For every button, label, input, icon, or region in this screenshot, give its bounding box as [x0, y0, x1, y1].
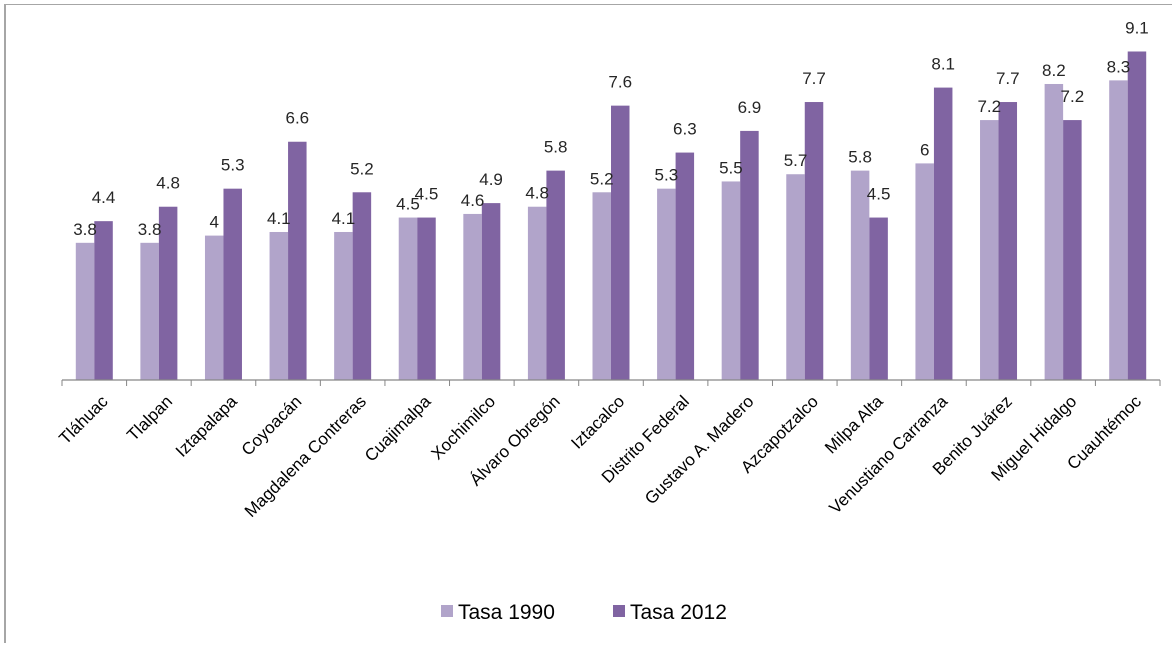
bar-tasa-2012: [417, 217, 436, 380]
category-labels-layer: Tláhuac TlalpanIztapalapaCoyoacánMagdalen…: [55, 391, 1145, 520]
bar-tasa-1990: [527, 206, 547, 380]
data-label-tasa-1990: 4.8: [525, 184, 549, 203]
bar-tasa-1990: [850, 170, 870, 380]
bar-tasa-2012: [933, 87, 953, 380]
legend-label-tasa-1990: Tasa 1990: [458, 601, 555, 624]
data-label-tasa-1990: 4.1: [332, 209, 356, 228]
chart-frame: [4, 4, 1172, 643]
category-label: Milpa Alta: [821, 391, 887, 457]
bar-tasa-1990: [721, 181, 741, 380]
category-label: Tlalpan: [123, 392, 176, 445]
bar-tasa-1990: [204, 235, 224, 380]
data-label-tasa-1990: 5.2: [590, 169, 614, 188]
data-label-tasa-1990: 3.8: [73, 220, 97, 239]
legend-swatch-tasa-2012: [613, 605, 625, 617]
bar-tasa-1990: [657, 188, 676, 380]
data-label-tasa-1990: 5.8: [848, 148, 872, 167]
bar-tasa-2012: [998, 102, 1018, 380]
bar-tasa-2012: [288, 141, 307, 380]
legend: Tasa 1990 Tasa 2012: [441, 601, 727, 624]
data-label-tasa-2012: 6.3: [673, 120, 697, 139]
data-label-tasa-2012: 4.8: [156, 174, 180, 193]
bar-tasa-1990: [75, 242, 95, 380]
bar-tasa-2012: [804, 102, 824, 380]
data-label-tasa-2012: 7.7: [996, 69, 1020, 88]
data-label-tasa-1990: 7.2: [977, 97, 1001, 116]
bar-tasa-1990: [980, 120, 999, 380]
x-axis: [61, 379, 1161, 386]
data-label-tasa-1990: 4.1: [267, 209, 291, 228]
data-label-tasa-1990: 8.2: [1042, 61, 1066, 80]
bar-tasa-1990: [269, 231, 289, 380]
bar-tasa-2012: [675, 152, 695, 380]
bar-tasa-2012: [1063, 120, 1082, 380]
data-label-tasa-1990: 8.3: [1107, 57, 1131, 76]
category-label: Cuajimalpa: [361, 391, 435, 465]
bar-tasa-1990: [915, 163, 934, 380]
category-label: Coyoacán: [238, 392, 306, 460]
bar-tasa-1990: [463, 213, 482, 380]
category-label: Tláhuac: [55, 392, 112, 449]
bar-tasa-1990: [786, 174, 805, 380]
data-label-tasa-1990: 5.5: [719, 158, 743, 177]
data-label-tasa-1990: 3.8: [138, 220, 162, 239]
data-label-tasa-2012: 5.8: [544, 138, 568, 157]
bar-tasa-1990: [1044, 83, 1064, 380]
data-label-tasa-1990: 4: [209, 213, 218, 232]
data-label-tasa-2012: 6.6: [285, 109, 309, 128]
data-label-tasa-1990: 4.5: [396, 195, 420, 214]
data-label-tasa-2012: 4.9: [479, 170, 503, 189]
data-label-tasa-2012: 4.5: [415, 185, 439, 204]
bar-tasa-2012: [611, 105, 630, 380]
data-label-tasa-2012: 4.4: [92, 188, 116, 207]
bar-tasa-2012: [740, 130, 759, 380]
bar-tasa-1990: [334, 231, 353, 380]
bar-tasa-1990: [1109, 80, 1128, 381]
data-label-tasa-2012: 7.7: [802, 69, 826, 88]
bar-tasa-2012: [94, 221, 113, 380]
bar-tasa-2012: [869, 217, 888, 380]
category-label: Iztapalapa: [172, 391, 241, 460]
bar-tasa-2012: [352, 192, 372, 380]
data-label-tasa-1990: 4.6: [461, 191, 485, 210]
category-label: Gustavo A. Madero: [641, 392, 757, 508]
data-label-tasa-2012: 5.3: [221, 156, 245, 175]
bar-tasa-2012: [158, 206, 178, 380]
legend-swatch-tasa-1990: [441, 605, 453, 617]
data-label-tasa-2012: 6.9: [738, 98, 762, 117]
bar-tasa-2012: [223, 188, 242, 380]
category-label: Iztacalco: [567, 392, 628, 453]
bar-tasa-2012: [1127, 51, 1147, 381]
category-label: Venustiano Carranza: [826, 392, 952, 518]
data-label-tasa-1990: 5.3: [655, 166, 679, 185]
data-labels-layer: 3.84.43.84.845.34.16.64.15.24.54.5 4.64.9…: [73, 18, 1149, 238]
bars-layer: [75, 51, 1147, 381]
data-label-tasa-2012: 7.6: [608, 73, 632, 92]
data-label-tasa-2012: 4.5: [867, 185, 891, 204]
bar-tasa-2012: [546, 170, 565, 380]
legend-label-tasa-2012: Tasa 2012: [630, 601, 727, 624]
bar-tasa-1990: [592, 192, 611, 380]
data-label-tasa-2012: 7.2: [1061, 87, 1085, 106]
bar-tasa-1990: [398, 217, 418, 380]
data-label-tasa-2012: 5.2: [350, 159, 374, 178]
data-label-tasa-1990: 5.7: [784, 151, 808, 170]
data-label-tasa-1990: 6: [920, 140, 929, 159]
category-label: Magdalena Contreras: [241, 392, 370, 521]
data-label-tasa-2012: 8.1: [931, 55, 955, 74]
bar-tasa-2012: [481, 203, 501, 380]
data-label-tasa-2012: 9.1: [1125, 18, 1149, 37]
bar-tasa-1990: [140, 242, 159, 380]
